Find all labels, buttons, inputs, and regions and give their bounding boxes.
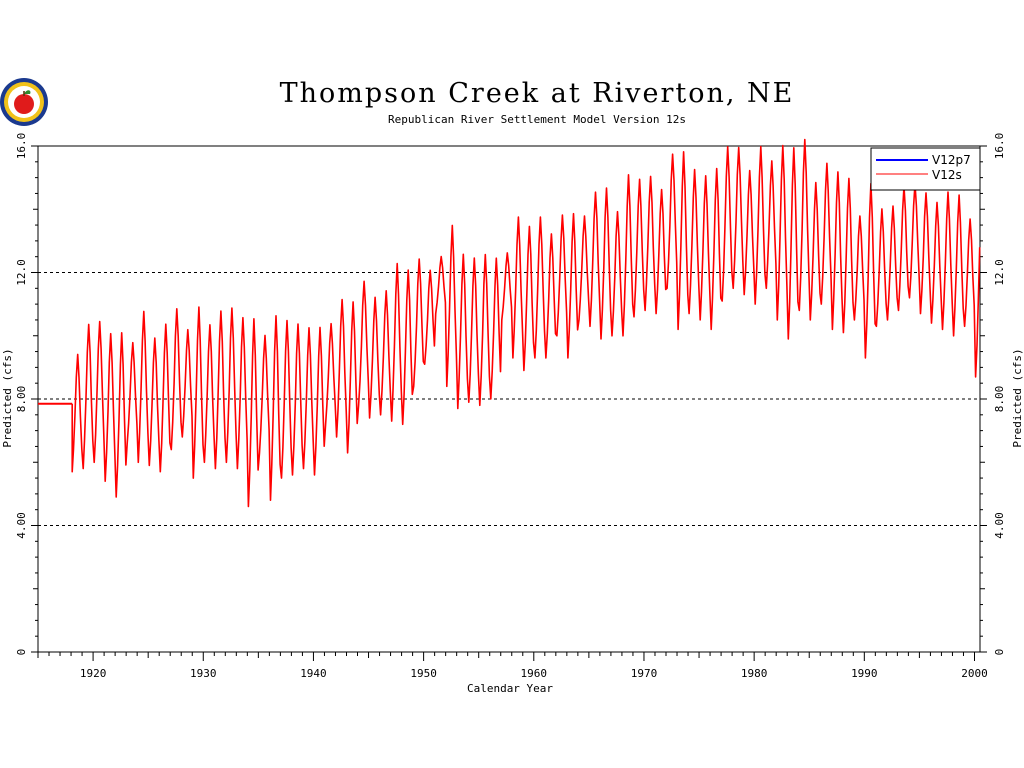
x-tick-label-4: 1960: [521, 667, 548, 680]
x-tick-label-8: 2000: [961, 667, 988, 680]
y-tick-label-right-4: 16.0: [993, 133, 1006, 160]
x-tick-label-7: 1990: [851, 667, 878, 680]
y-axis-right: 0 4.00 8.00 12.0 16.0: [980, 133, 1006, 656]
chart-title: Thompson Creek at Riverton, NE: [280, 78, 795, 109]
legend-box: [870, 147, 981, 191]
series-v12s-line: [71, 138, 981, 508]
legend-label-v12s: V12s: [932, 168, 962, 182]
x-tick-label-6: 1980: [741, 667, 768, 680]
legend: V12p7 V12s: [870, 147, 981, 191]
chart-subtitle: Republican River Settlement Model Versio…: [388, 113, 686, 126]
y-tick-label-right-1: 4.00: [993, 512, 1006, 539]
series-layer: [38, 138, 981, 508]
y-tick-label-left-4: 16.0: [15, 133, 28, 160]
x-axis: 1920 1930 1940 1950 1960 1970 1980 1990 2000: [37, 652, 988, 680]
x-tick-label-2: 1940: [300, 667, 327, 680]
y-tick-label-left-2: 8.00: [15, 386, 28, 413]
y-axis-label-left: Predicted (cfs): [1, 348, 14, 447]
y-axis-label-right: Predicted (cfs): [1011, 348, 1024, 447]
y-tick-label-right-2: 8.00: [993, 386, 1006, 413]
y-tick-label-left-1: 4.00: [15, 512, 28, 539]
y-tick-label-left-3: 12.0: [15, 259, 28, 286]
x-tick-label-3: 1950: [410, 667, 437, 680]
y-tick-label-left-0: 0: [15, 649, 28, 656]
legend-label-v12p7: V12p7: [932, 153, 971, 167]
y-tick-label-right-0: 0: [993, 649, 1006, 656]
y-tick-label-right-3: 12.0: [993, 259, 1006, 286]
x-tick-label-5: 1970: [631, 667, 658, 680]
seal-logo: [0, 78, 48, 126]
x-tick-label-1: 1930: [190, 667, 217, 680]
x-axis-label: Calendar Year: [467, 682, 553, 695]
y-axis-left: 0 4.00 8.00 12.0 16.0: [15, 133, 38, 656]
x-tick-label-0: 1920: [80, 667, 107, 680]
